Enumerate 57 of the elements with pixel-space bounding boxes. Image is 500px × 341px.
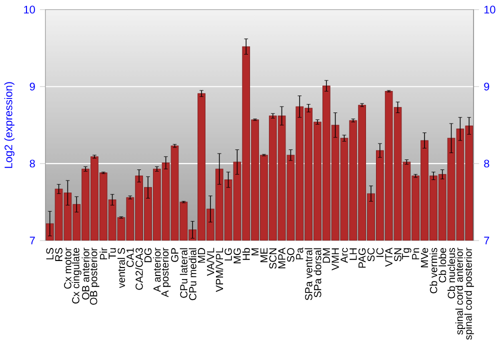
y-tick-label: 9 bbox=[30, 82, 35, 90]
x-tick-label: OB anterior bbox=[82, 248, 90, 300]
x-tick-label: DG bbox=[144, 248, 152, 262]
x-tick-label: Hb bbox=[242, 248, 250, 260]
x-tick-label: VA/VL bbox=[206, 248, 214, 276]
y-tick-label: 10 bbox=[24, 6, 35, 14]
x-tick-label: MD bbox=[198, 248, 206, 263]
x-tick-label: SO bbox=[287, 248, 294, 262]
x-tick-label: Tu bbox=[108, 248, 116, 259]
y2-tick-label: 9 bbox=[484, 82, 490, 90]
y-axis-title: Log2 (expression) bbox=[4, 82, 14, 168]
x-tick-label: MVe bbox=[420, 248, 428, 268]
x-tick-label: spinal cord anterior bbox=[455, 248, 465, 334]
x-tick-label: Cx motor bbox=[64, 248, 72, 289]
x-tick-label: LS bbox=[46, 248, 54, 260]
y2-tick-label: 10 bbox=[484, 6, 496, 14]
x-tick-label: Pa bbox=[296, 247, 304, 260]
y2-tick-label: 7 bbox=[484, 236, 490, 244]
x-tick-label: spinal cord posterior bbox=[464, 248, 474, 340]
x-tick-label: PAG bbox=[358, 248, 366, 268]
x-tick-label: Tg bbox=[402, 248, 412, 260]
x-tick-label: LH bbox=[350, 248, 357, 260]
x-tick-label: A anterior bbox=[153, 248, 161, 292]
x-tick-label: SPa dorsal bbox=[314, 248, 322, 298]
y2-tick-label: 8 bbox=[484, 160, 490, 168]
y-tick-label: 8 bbox=[30, 160, 35, 168]
x-tick-label: Arc bbox=[340, 248, 348, 263]
x-tick-label: SC bbox=[367, 248, 375, 262]
x-tick-label: Cb vermis bbox=[430, 248, 438, 294]
x-tick-label: RS bbox=[55, 248, 62, 261]
x-tick-label: LG bbox=[224, 248, 232, 260]
x-tick-label: SN bbox=[394, 248, 402, 262]
x-tick-label: A posterior bbox=[161, 248, 171, 298]
x-tick-label: SPa ventral bbox=[304, 248, 312, 300]
x-tick-label: M bbox=[251, 248, 259, 256]
x-tick-label: VMH bbox=[332, 248, 339, 270]
x-tick-label: Cx cingulate bbox=[72, 248, 82, 304]
x-tick-label: MG bbox=[234, 248, 241, 264]
x-tick-label: IC bbox=[376, 248, 384, 257]
x-tick-label: ventral S bbox=[117, 248, 125, 288]
x-tick-label: OB posterior bbox=[90, 248, 100, 305]
x-tick-label: Cb nucleus bbox=[448, 248, 456, 298]
x-tick-label: Pir bbox=[100, 248, 108, 260]
x-tick-label: Cb lobe bbox=[438, 248, 446, 282]
x-tick-label: MPA bbox=[278, 247, 286, 268]
x-tick-label: ME bbox=[260, 248, 268, 262]
x-tick-label: CPu lateral bbox=[180, 248, 188, 298]
x-tick-label: VTA bbox=[385, 247, 392, 267]
x-tick-label: CA1 bbox=[126, 248, 134, 267]
x-tick-label: DM bbox=[322, 248, 330, 263]
x-tick-label: GP bbox=[171, 248, 178, 262]
x-tick-label: CA2/CA3 bbox=[135, 248, 143, 290]
x-tick-label: Pn bbox=[412, 248, 420, 260]
x-tick-label: CPu medial bbox=[188, 248, 196, 300]
x-tick-label: SCN bbox=[269, 248, 277, 269]
y-tick-label: 7 bbox=[30, 236, 35, 244]
x-tick-label: VPM/VPL bbox=[216, 248, 224, 292]
